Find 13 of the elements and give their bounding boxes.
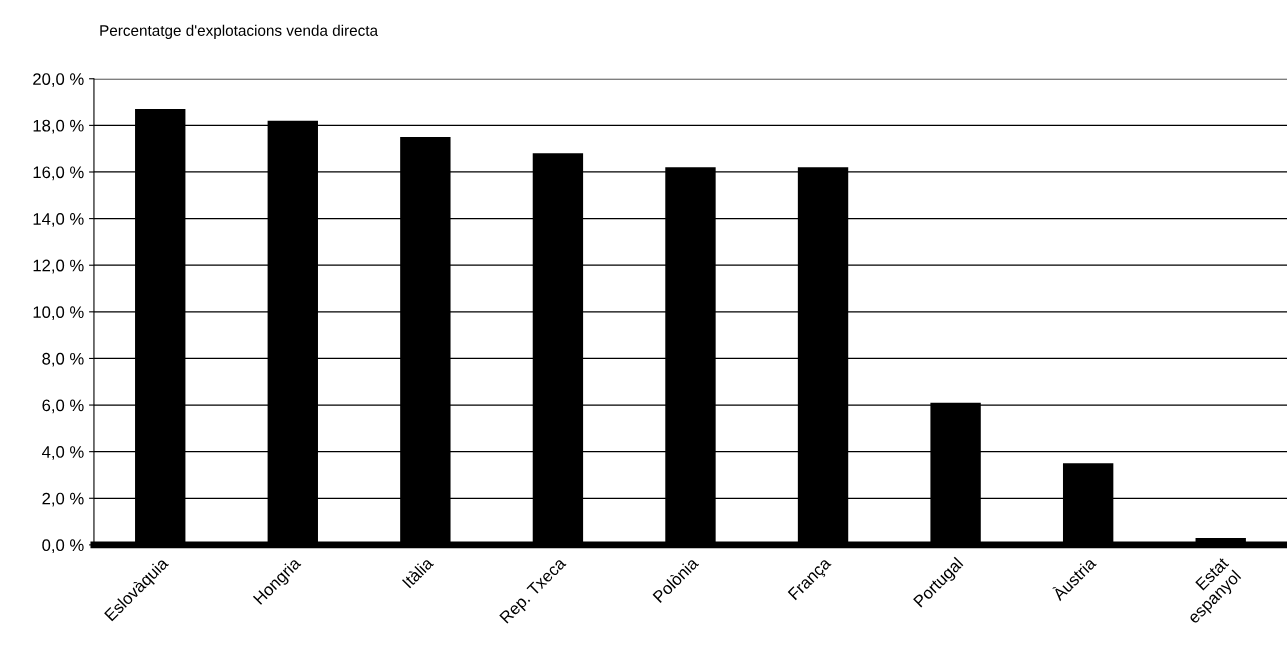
- y-tick-label: 0,0 %: [42, 539, 84, 554]
- y-tick-label: 20,0 %: [33, 73, 84, 87]
- y-tick-label: 2,0 %: [42, 492, 84, 507]
- y-tick-label: 16,0 %: [33, 166, 84, 181]
- y-tick-label: 4,0 %: [41, 446, 84, 460]
- y-tick-label: 10,0 %: [33, 306, 84, 320]
- y-tick-label: 6,0 %: [42, 399, 84, 414]
- y-tick-label: 12,0 %: [33, 259, 84, 274]
- y-tick-label: 18,0 %: [33, 119, 84, 134]
- y-tick-label: 14,0 %: [33, 213, 84, 227]
- chart-title: Percentatge d'explotacions venda directa: [100, 24, 379, 39]
- x-tick-label: Itàlia: [401, 555, 435, 589]
- y-tick-label: 8,0 %: [42, 352, 84, 367]
